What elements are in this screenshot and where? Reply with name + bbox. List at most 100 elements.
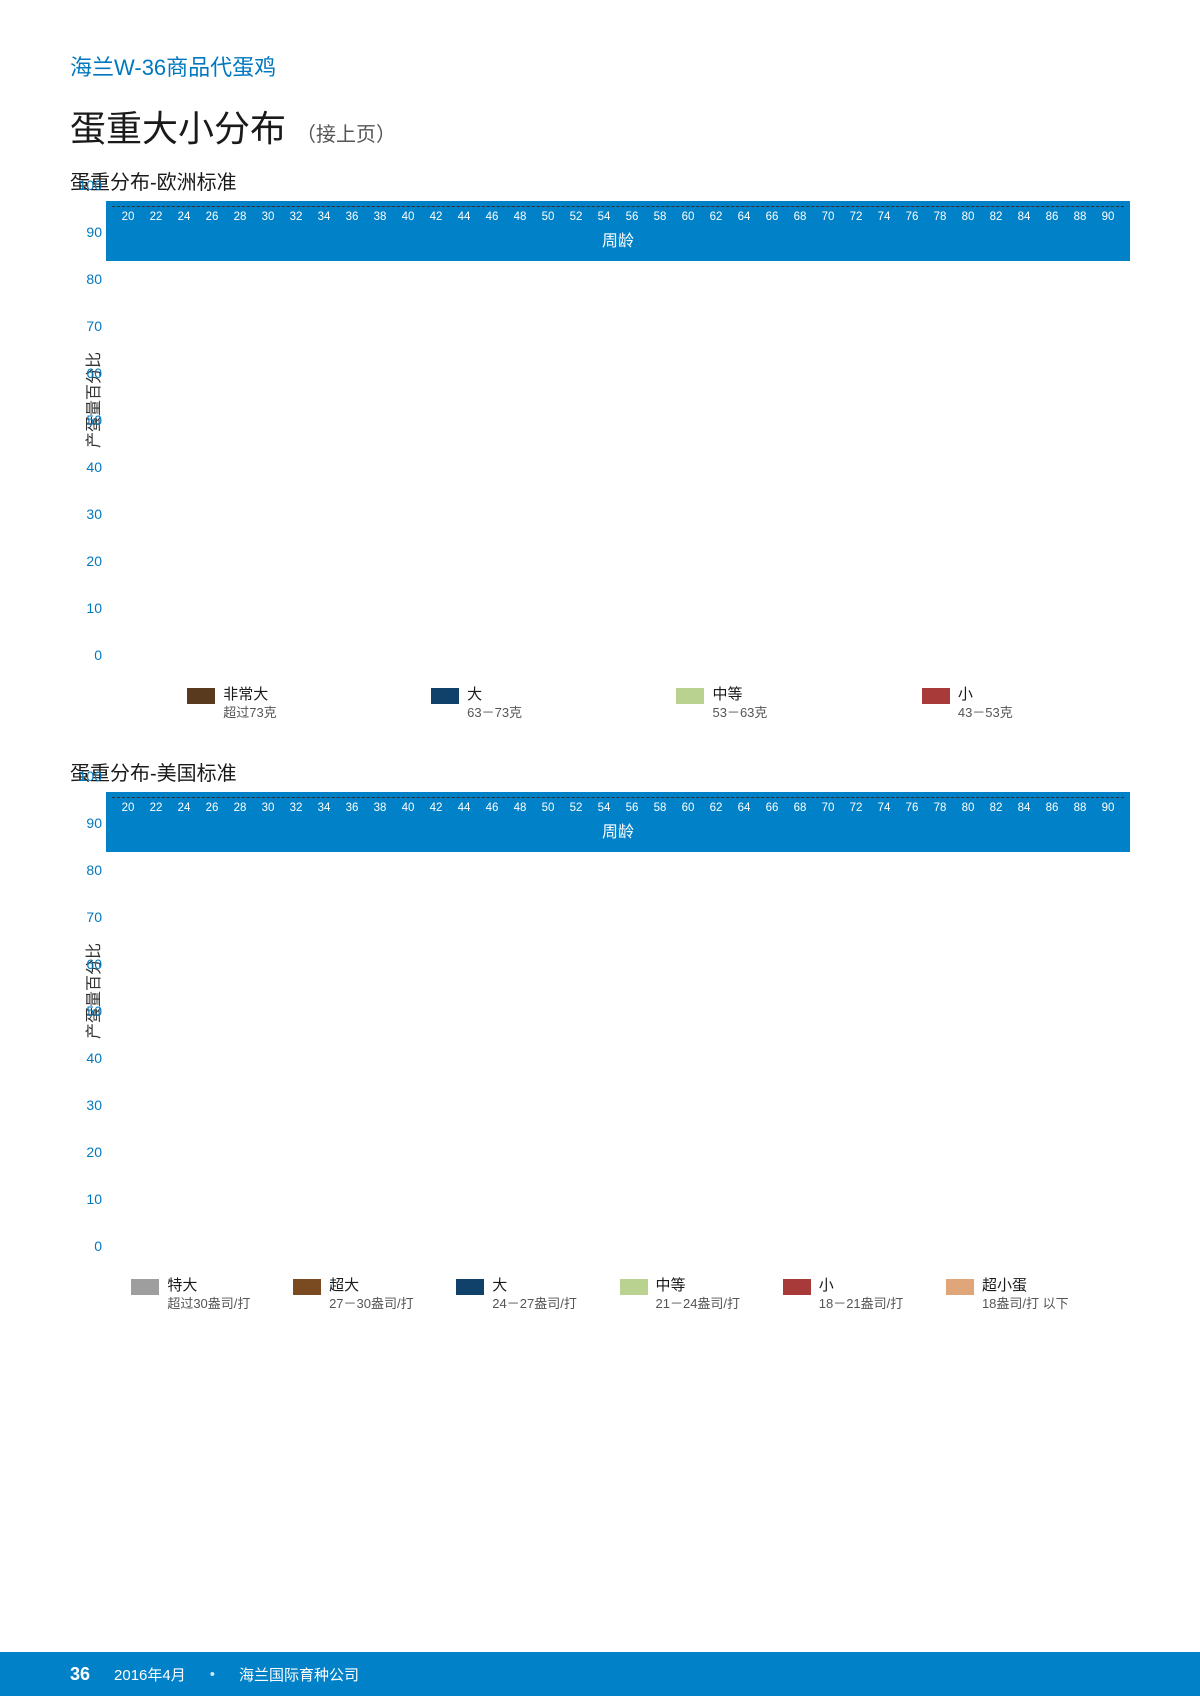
y-tick: 20 — [70, 553, 102, 569]
x-tick: 62 — [702, 211, 730, 223]
x-tick: 46 — [478, 211, 506, 223]
legend-name: 中等 — [712, 685, 767, 705]
legend-item: 大24－27盎司/打 — [456, 1276, 577, 1312]
x-tick: 84 — [1010, 802, 1038, 814]
legend-swatch — [946, 1279, 974, 1295]
legend-swatch — [922, 688, 950, 704]
gridline — [112, 206, 1124, 207]
x-tick: 20 — [114, 211, 142, 223]
x-tick: 74 — [870, 211, 898, 223]
x-tick: 78 — [926, 802, 954, 814]
legend-item: 大63－73克 — [431, 685, 522, 721]
legend-swatch — [620, 1279, 648, 1295]
legend-swatch — [131, 1279, 159, 1295]
y-tick: 60 — [70, 365, 102, 381]
legend-range: 43－53克 — [958, 705, 1013, 722]
y-tick: 60 — [70, 956, 102, 972]
legend-range: 53－63克 — [712, 705, 767, 722]
y-tick: 40 — [70, 1050, 102, 1066]
y-tick: 10 — [70, 1191, 102, 1207]
y-tick: 0 — [70, 1238, 102, 1254]
title-continued: （接上页） — [296, 124, 396, 146]
x-tick: 52 — [562, 211, 590, 223]
y-tick: 70 — [70, 909, 102, 925]
x-tick: 56 — [618, 211, 646, 223]
x-tick: 78 — [926, 211, 954, 223]
x-tick: 40 — [394, 211, 422, 223]
x-tick: 86 — [1038, 802, 1066, 814]
x-tick: 50 — [534, 211, 562, 223]
x-tick: 30 — [254, 802, 282, 814]
x-tick: 32 — [282, 802, 310, 814]
x-tick: 80 — [954, 211, 982, 223]
x-tick: 76 — [898, 802, 926, 814]
footer-separator: • — [210, 1666, 215, 1683]
x-tick: 66 — [758, 211, 786, 223]
x-tick: 80 — [954, 802, 982, 814]
x-tick: 68 — [786, 802, 814, 814]
x-tick: 64 — [730, 802, 758, 814]
y-tick: 20 — [70, 1144, 102, 1160]
x-tick: 88 — [1066, 802, 1094, 814]
x-tick: 90 — [1094, 211, 1122, 223]
chart-eu-title: 蛋重分布-欧洲标准 — [70, 166, 1130, 195]
y-tick: 70 — [70, 318, 102, 334]
x-axis-label: 周龄 — [112, 816, 1124, 846]
x-tick: 56 — [618, 802, 646, 814]
legend-name: 小 — [819, 1276, 904, 1296]
x-tick: 44 — [450, 802, 478, 814]
y-tick: 30 — [70, 506, 102, 522]
x-tick: 26 — [198, 802, 226, 814]
x-tick: 90 — [1094, 802, 1122, 814]
x-tick: 54 — [590, 211, 618, 223]
x-tick: 48 — [506, 211, 534, 223]
legend-item: 非常大超过73克 — [187, 685, 276, 721]
legend-name: 中等 — [656, 1276, 741, 1296]
x-tick: 20 — [114, 802, 142, 814]
chart-us-legend: 特大超过30盎司/打超大27－30盎司/打大24－27盎司/打中等21－24盎司… — [70, 1262, 1130, 1318]
x-tick: 42 — [422, 802, 450, 814]
x-tick: 60 — [674, 211, 702, 223]
gridline — [112, 797, 1124, 798]
legend-range: 超过30盎司/打 — [167, 1296, 250, 1313]
x-tick: 54 — [590, 802, 618, 814]
legend-name: 大 — [467, 685, 522, 705]
x-tick: 46 — [478, 802, 506, 814]
y-tick: 100 — [70, 177, 102, 193]
footer-company: 海兰国际育种公司 — [239, 1664, 359, 1685]
page-number: 36 — [70, 1664, 90, 1685]
x-tick: 88 — [1066, 211, 1094, 223]
chart-us-area: 产蛋量百分比 0102030405060708090100 2022242628… — [70, 792, 1130, 1262]
x-tick: 42 — [422, 211, 450, 223]
x-tick: 72 — [842, 211, 870, 223]
x-tick: 86 — [1038, 211, 1066, 223]
x-tick: 28 — [226, 802, 254, 814]
x-tick: 34 — [310, 211, 338, 223]
legend-name: 非常大 — [223, 685, 276, 705]
x-tick: 76 — [898, 211, 926, 223]
x-tick: 38 — [366, 802, 394, 814]
x-tick: 82 — [982, 802, 1010, 814]
x-tick: 62 — [702, 802, 730, 814]
legend-item: 小18－21盎司/打 — [783, 1276, 904, 1312]
chart-eu-block: 蛋重分布-欧洲标准 产蛋量百分比 0102030405060708090100 … — [70, 166, 1130, 727]
legend-range: 超过73克 — [223, 705, 276, 722]
legend-swatch — [187, 688, 215, 704]
x-axis-label: 周龄 — [112, 225, 1124, 255]
y-tick: 10 — [70, 600, 102, 616]
legend-swatch — [431, 688, 459, 704]
legend-range: 21－24盎司/打 — [656, 1296, 741, 1313]
legend-range: 18－21盎司/打 — [819, 1296, 904, 1313]
x-tick: 44 — [450, 211, 478, 223]
x-tick: 36 — [338, 211, 366, 223]
legend-swatch — [456, 1279, 484, 1295]
x-tick: 52 — [562, 802, 590, 814]
x-tick: 70 — [814, 211, 842, 223]
chart-us-block: 蛋重分布-美国标准 产蛋量百分比 0102030405060708090100 … — [70, 757, 1130, 1318]
x-tick: 26 — [198, 211, 226, 223]
chart-us-title: 蛋重分布-美国标准 — [70, 757, 1130, 786]
x-tick: 34 — [310, 802, 338, 814]
legend-item: 中等21－24盎司/打 — [620, 1276, 741, 1312]
x-tick: 70 — [814, 802, 842, 814]
x-tick: 48 — [506, 802, 534, 814]
